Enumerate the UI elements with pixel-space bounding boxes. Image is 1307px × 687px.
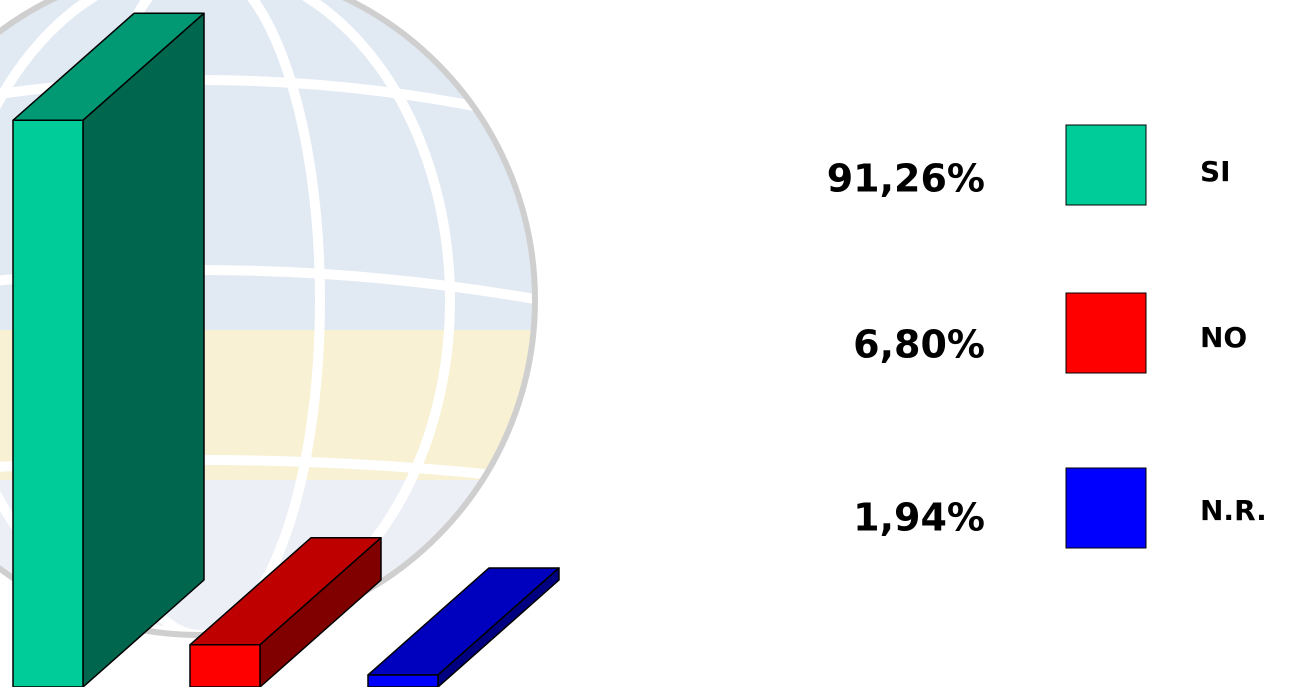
value-label: 1,94% [853, 496, 985, 540]
value-label: 6,80% [853, 323, 985, 367]
value-label: 91,26% [827, 157, 985, 201]
legend-swatch [1066, 125, 1146, 205]
chart: 91,26% SI 6,80% NO 1,94% N.R. [0, 0, 1307, 687]
legend-label: SI [1200, 155, 1231, 188]
legend-label: N.R. [1200, 494, 1267, 527]
bar [368, 675, 438, 687]
bar [190, 645, 260, 687]
legend-swatch [1066, 468, 1146, 548]
legend-swatch [1066, 293, 1146, 373]
bar-side [83, 13, 204, 687]
legend-label: NO [1200, 321, 1247, 354]
bar [13, 120, 83, 687]
